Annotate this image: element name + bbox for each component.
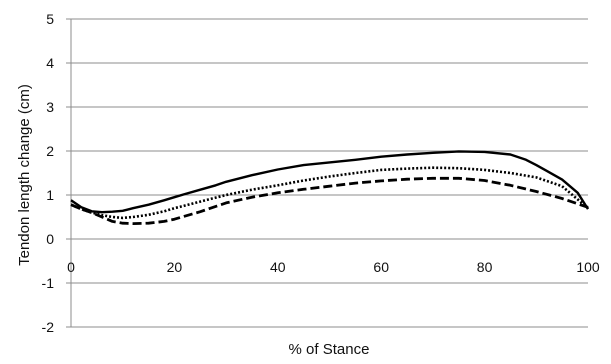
- y-tick-label: 1: [46, 187, 54, 203]
- x-tick-label: 80: [477, 259, 493, 275]
- gridlines: [71, 18, 588, 328]
- y-tick-label: 5: [46, 11, 54, 27]
- tick-labels: -2 -1 0 1 2 3 4 5 0 20 40 60 80 100: [42, 11, 600, 335]
- x-tick-label: 60: [373, 259, 389, 275]
- series-line-dotted: [70, 166, 589, 220]
- x-tick-label: 20: [167, 259, 183, 275]
- y-tick-label: 0: [46, 231, 54, 247]
- y-tick-label: 2: [46, 143, 54, 159]
- series-line-solid: [70, 150, 590, 214]
- x-tick-label: 100: [576, 259, 600, 275]
- y-tick-label: -1: [42, 275, 55, 291]
- x-tick-label: 0: [67, 259, 75, 275]
- y-axis-label: Tendon length change (cm): [16, 84, 33, 266]
- axes: [66, 18, 588, 328]
- y-tick-label: 3: [46, 99, 54, 115]
- y-tick-label: -2: [42, 319, 55, 335]
- y-tick-label: 4: [46, 55, 54, 71]
- series-line-dashed: [70, 176, 589, 225]
- series-lines: [70, 150, 590, 225]
- x-tick-label: 40: [270, 259, 286, 275]
- x-axis-label: % of Stance: [289, 341, 370, 358]
